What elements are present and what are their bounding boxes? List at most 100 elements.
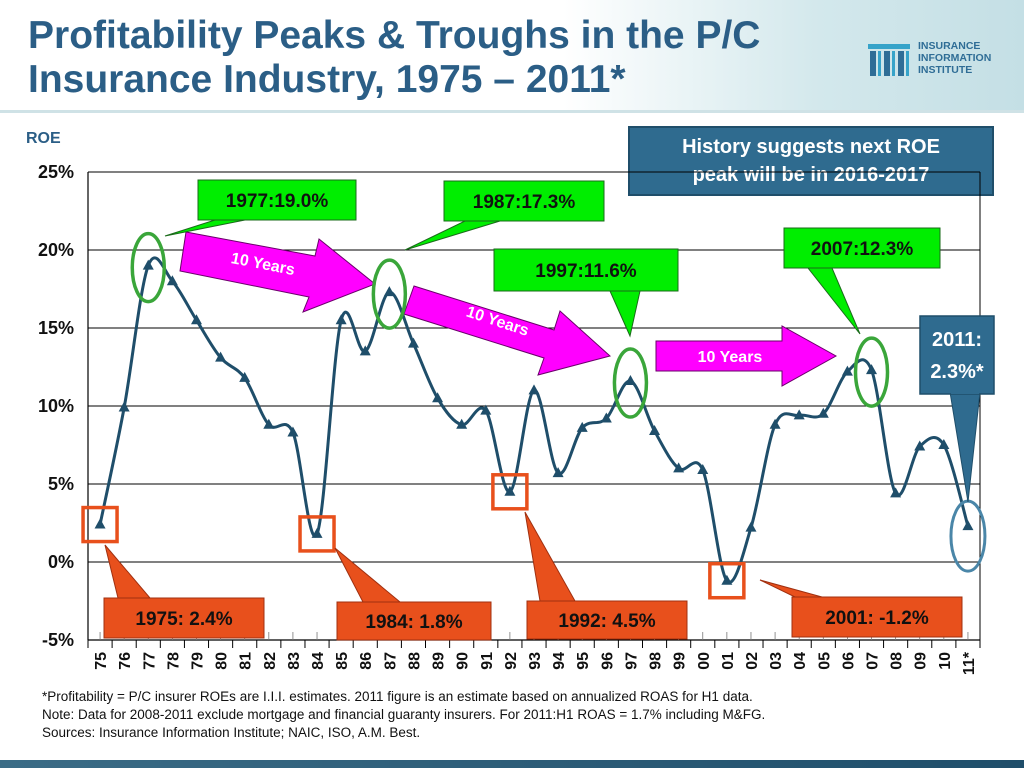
x-tick-label: 00: [696, 652, 713, 670]
data-point-marker: [793, 409, 805, 420]
data-point-marker: [383, 286, 395, 297]
header-band: [0, 0, 1024, 112]
x-tick-label: 79: [189, 652, 206, 670]
trough-callout-pointer-join: [105, 599, 263, 604]
y-tick-label: 15%: [38, 318, 74, 338]
data-point-marker: [624, 375, 636, 386]
logo-line-2: INFORMATION: [918, 52, 992, 64]
data-point-marker: [142, 259, 154, 270]
data-point-marker: [600, 412, 612, 423]
data-point-marker: [239, 371, 251, 382]
footer-band: [0, 760, 1024, 768]
y-tick-label: 10%: [38, 396, 74, 416]
x-tick-label: 88: [406, 652, 423, 670]
x-tick-label: 78: [165, 652, 182, 670]
y-tick-label: -5%: [42, 630, 74, 650]
decade-arrow: [403, 285, 612, 376]
x-tick-label: 05: [816, 652, 833, 670]
trough-callout-box: [103, 597, 265, 639]
trough-callout-label: 2001: -1.2%: [825, 608, 929, 629]
data-point-marker: [721, 574, 733, 585]
peak-callout-label: 2007:12.3%: [811, 239, 914, 260]
x-tick-label: 01: [720, 652, 737, 670]
x-tick-label: 07: [865, 652, 882, 670]
latest-callout-line-1: 2011:: [932, 329, 982, 351]
peak-callout-box: [197, 179, 357, 221]
peak-callout-label: 1977:19.0%: [226, 191, 329, 212]
x-tick-label: 08: [889, 652, 906, 670]
data-point-marker: [962, 520, 974, 531]
peak-callout-label: 1997:11.6%: [535, 261, 637, 282]
x-tick-label: 02: [744, 652, 761, 670]
peak-callout-pointer: [806, 267, 861, 335]
data-point-marker: [552, 467, 564, 478]
x-tick-label: 87: [382, 652, 399, 670]
data-point-marker: [456, 418, 468, 429]
latest-callout-pointer-join: [951, 388, 979, 394]
peak-callout-pointer-join: [445, 215, 603, 220]
peak-ellipse: [853, 336, 890, 408]
latest-callout-box: [919, 315, 995, 395]
trough-callout-pointer-join: [338, 603, 490, 608]
data-point-marker: [407, 337, 419, 348]
x-tick-label: 10: [937, 652, 954, 670]
data-point-marker: [769, 418, 781, 429]
x-tick-label: 75: [93, 652, 110, 670]
trough-callout-label: 1992: 4.5%: [558, 611, 655, 632]
y-axis-label: ROE: [26, 130, 61, 147]
data-point-marker: [335, 314, 347, 325]
x-tick-label: 84: [310, 652, 327, 670]
x-tick-label: 98: [648, 652, 665, 670]
iii-logo-text: INSURANCE INFORMATION INSTITUTE: [918, 40, 991, 76]
data-point-marker: [263, 418, 275, 429]
x-tick-label: 06: [840, 652, 857, 670]
logo-line-3: INSTITUTE: [918, 64, 973, 76]
trough-box: [708, 561, 746, 600]
decade-arrow-label: 10 Years: [698, 349, 763, 366]
data-point-marker: [215, 351, 227, 362]
peak-callout-label: 1987:17.3%: [473, 192, 576, 213]
x-tick-label: 04: [792, 652, 809, 670]
x-tick-label: 97: [623, 652, 640, 670]
peak-callout-box: [493, 248, 679, 292]
x-tick-label: 94: [551, 652, 568, 670]
peak-ellipse: [371, 258, 408, 330]
x-tick-label: 77: [141, 652, 158, 670]
data-point-marker: [287, 426, 299, 437]
data-point-marker: [914, 440, 926, 451]
peak-callout-pointer-join: [199, 214, 355, 219]
trough-callout-box: [336, 601, 492, 641]
y-tick-label: 0%: [48, 552, 74, 572]
data-point-marker: [938, 439, 950, 449]
data-point-marker: [817, 407, 829, 418]
peak-callout-pointer: [164, 219, 246, 237]
x-tick-label: 96: [599, 652, 616, 670]
annotations: 1977:19.0% 1987:17.3% 1997:11.6% 2007:12.3%…: [81, 179, 995, 641]
data-point-marker: [890, 487, 902, 498]
trough-callout-label: 1975: 2.4%: [135, 609, 232, 630]
data-point-marker: [576, 421, 588, 432]
decade-arrow: [179, 231, 376, 313]
y-tick-label: 25%: [38, 162, 74, 182]
x-tick-label: 82: [262, 652, 279, 670]
y-tick-label: 20%: [38, 240, 74, 260]
x-tick-label: 11*: [961, 651, 978, 675]
x-tick-label: 95: [575, 652, 592, 670]
y-tick-label: 5%: [48, 474, 74, 494]
peak-callout-box: [783, 227, 941, 269]
x-tick-label: 89: [431, 652, 448, 670]
trough-callout-pointer-join: [528, 602, 686, 607]
x-tick-label: 80: [214, 652, 231, 670]
x-tick-label: 85: [334, 652, 351, 670]
trough-callout-pointer: [104, 544, 152, 599]
data-point-marker: [480, 404, 492, 415]
trough-box: [81, 505, 119, 544]
x-tick-label: 03: [768, 652, 785, 670]
trough-callout-label: 1984: 1.8%: [365, 612, 462, 633]
footnote-2: Note: Data for 2008-2011 exclude mortgag…: [42, 707, 766, 722]
history-note-line-2: peak will be in 2016-2017: [692, 164, 930, 186]
x-tick-label: 76: [117, 652, 134, 670]
x-tick-label: 86: [358, 652, 375, 670]
data-point-marker: [166, 275, 178, 286]
